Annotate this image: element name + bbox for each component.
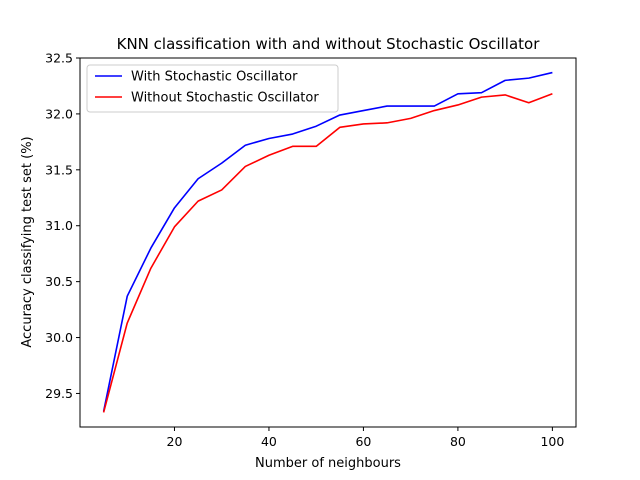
y-tick-label: 30.0 bbox=[45, 330, 73, 345]
legend: With Stochastic Oscillator Without Stocha… bbox=[86, 64, 339, 113]
plot-frame bbox=[79, 57, 577, 428]
y-tick-label: 31.5 bbox=[45, 162, 73, 177]
x-tick-label: 40 bbox=[261, 434, 277, 449]
x-tick-label: 80 bbox=[450, 434, 466, 449]
x-axis: 20 40 60 80 100 bbox=[167, 427, 564, 449]
series-line-1 bbox=[102, 71, 553, 412]
plot-area bbox=[102, 71, 553, 413]
x-tick-label: 60 bbox=[355, 434, 371, 449]
y-tick-label: 29.5 bbox=[45, 386, 73, 401]
chart-title: KNN classification with and without Stoc… bbox=[117, 35, 541, 53]
y-tick-label: 30.5 bbox=[45, 274, 73, 289]
y-axis: 29.5 30.0 30.5 31.0 31.5 32.0 32.5 bbox=[45, 51, 80, 401]
x-tick-label: 100 bbox=[540, 434, 564, 449]
series-line-2 bbox=[102, 93, 553, 413]
y-tick-label: 31.0 bbox=[45, 218, 73, 233]
x-tick-label: 20 bbox=[167, 434, 183, 449]
y-tick-label: 32.0 bbox=[45, 106, 73, 121]
legend-label-2: Without Stochastic Oscillator bbox=[131, 91, 319, 106]
legend-box bbox=[86, 64, 339, 113]
y-tick-label: 32.5 bbox=[45, 51, 73, 66]
y-axis-label: Accuracy classifying test set (%) bbox=[20, 136, 35, 347]
x-axis-label: Number of neighbours bbox=[255, 456, 401, 471]
legend-label-1: With Stochastic Oscillator bbox=[131, 70, 298, 85]
